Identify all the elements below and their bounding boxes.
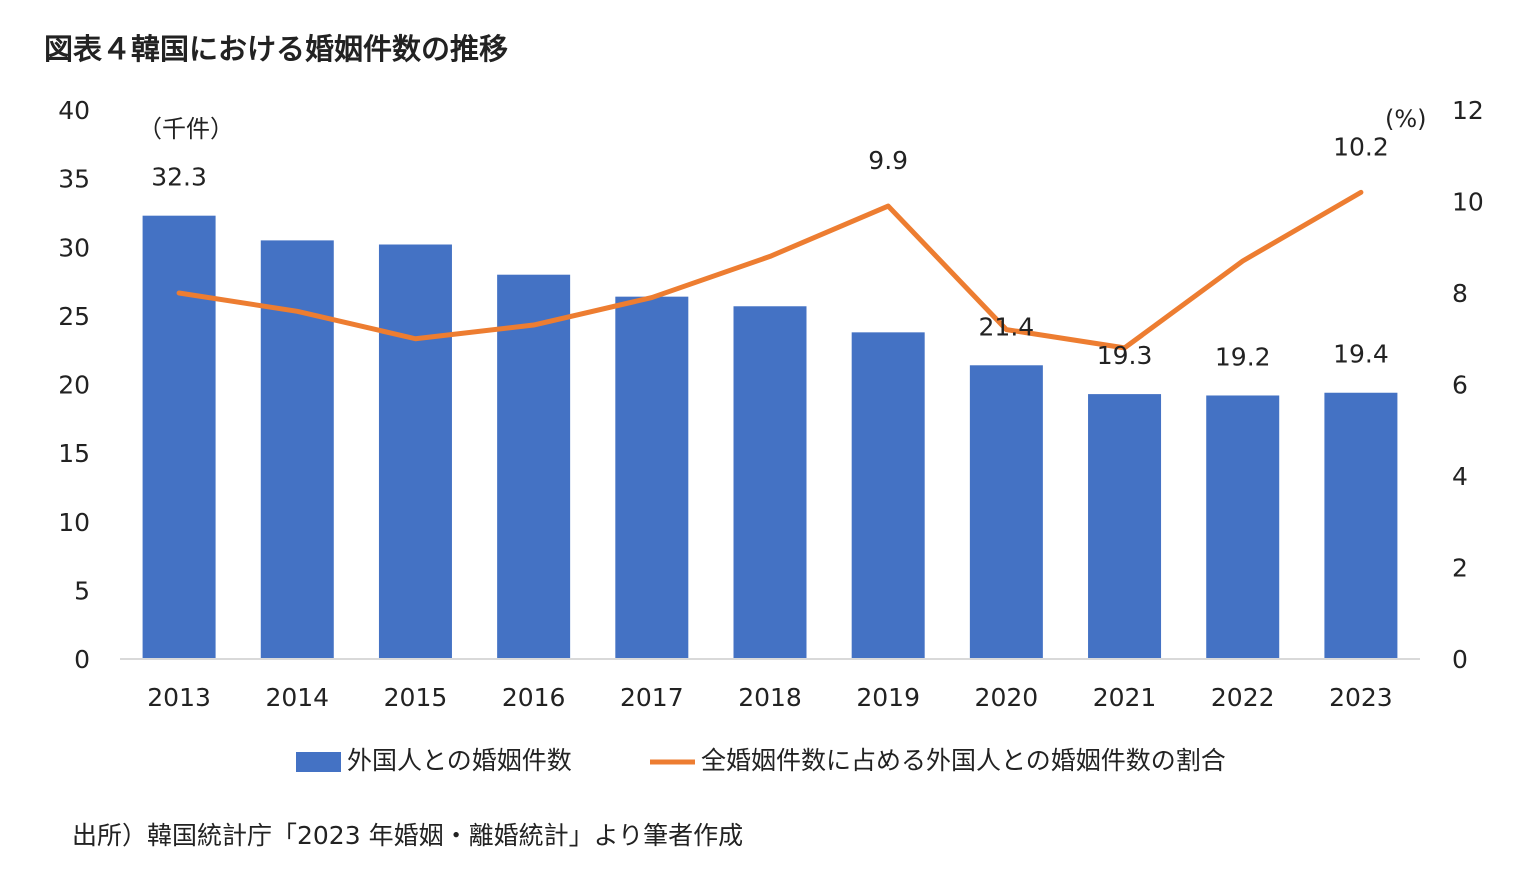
left-axis-unit: （千件） <box>138 115 234 143</box>
legend-bar-label: 外国人との婚姻件数 <box>347 746 572 775</box>
x-tick-label: 2014 <box>265 683 329 712</box>
x-tick-label: 2013 <box>147 683 211 712</box>
bar-data-label: 19.2 <box>1215 342 1271 371</box>
right-tick-label: 6 <box>1452 371 1468 400</box>
bar <box>1088 394 1162 659</box>
left-tick-label: 40 <box>58 96 90 125</box>
left-tick-label: 5 <box>74 576 90 605</box>
bar-series <box>142 215 1398 659</box>
bar <box>969 365 1043 659</box>
legend-line-label: 全婚姻件数に占める外国人との婚姻件数の割合 <box>701 746 1226 775</box>
bar <box>142 215 216 659</box>
line-data-label: 9.9 <box>868 146 908 175</box>
x-tick-label: 2019 <box>856 683 920 712</box>
legend-bar-swatch <box>296 752 341 772</box>
line-data-label: 10.2 <box>1333 132 1389 161</box>
line-series <box>176 189 1364 351</box>
bar <box>497 274 571 659</box>
x-axis: 2013 2014 2015 2016 2017 2018 2019 2020 2021 2022… <box>147 683 1392 712</box>
bar-data-label: 19.3 <box>1097 341 1153 370</box>
left-tick-label: 10 <box>58 508 90 537</box>
left-tick-label: 35 <box>58 165 90 194</box>
left-axis: 0 5 10 15 20 25 30 35 40 <box>58 96 90 674</box>
bar <box>260 240 334 659</box>
bar-data-label: 21.4 <box>979 312 1035 341</box>
x-tick-label: 2021 <box>1093 683 1157 712</box>
bar-data-label: 19.4 <box>1333 340 1389 369</box>
left-tick-label: 20 <box>58 371 90 400</box>
x-tick-label: 2017 <box>620 683 684 712</box>
bar <box>733 306 807 659</box>
left-tick-label: 0 <box>74 645 90 674</box>
x-tick-label: 2022 <box>1211 683 1275 712</box>
right-tick-label: 0 <box>1452 645 1468 674</box>
source-note: 出所）韓国統計庁「2023 年婚姻・離婚統計」より筆者作成 <box>72 821 744 850</box>
right-tick-label: 8 <box>1452 279 1468 308</box>
right-tick-label: 4 <box>1452 462 1468 491</box>
right-axis-unit: (%) <box>1385 105 1427 133</box>
right-tick-label: 10 <box>1452 188 1484 217</box>
left-tick-label: 15 <box>58 439 90 468</box>
chart-title: 図表４韓国における婚姻件数の推移 <box>44 32 509 66</box>
legend: 外国人との婚姻件数 全婚姻件数に占める外国人との婚姻件数の割合 <box>296 746 1226 775</box>
left-tick-label: 30 <box>58 233 90 262</box>
bar <box>1324 392 1398 659</box>
x-tick-label: 2016 <box>502 683 566 712</box>
bar-data-label: 32.3 <box>151 163 207 192</box>
bar <box>851 332 925 659</box>
line-path <box>176 189 1364 351</box>
bar <box>1206 395 1280 659</box>
right-tick-label: 2 <box>1452 554 1468 583</box>
bar <box>378 244 452 659</box>
data-labels: 32.3 21.4 19.3 19.2 19.4 9.9 10.2 <box>151 132 1388 371</box>
right-axis: 0 2 4 6 8 10 12 <box>1452 96 1484 674</box>
x-tick-label: 2015 <box>384 683 448 712</box>
bar <box>615 296 689 659</box>
left-tick-label: 25 <box>58 302 90 331</box>
x-tick-label: 2023 <box>1329 683 1393 712</box>
x-tick-label: 2018 <box>738 683 802 712</box>
x-tick-label: 2020 <box>975 683 1039 712</box>
right-tick-label: 12 <box>1452 96 1484 125</box>
